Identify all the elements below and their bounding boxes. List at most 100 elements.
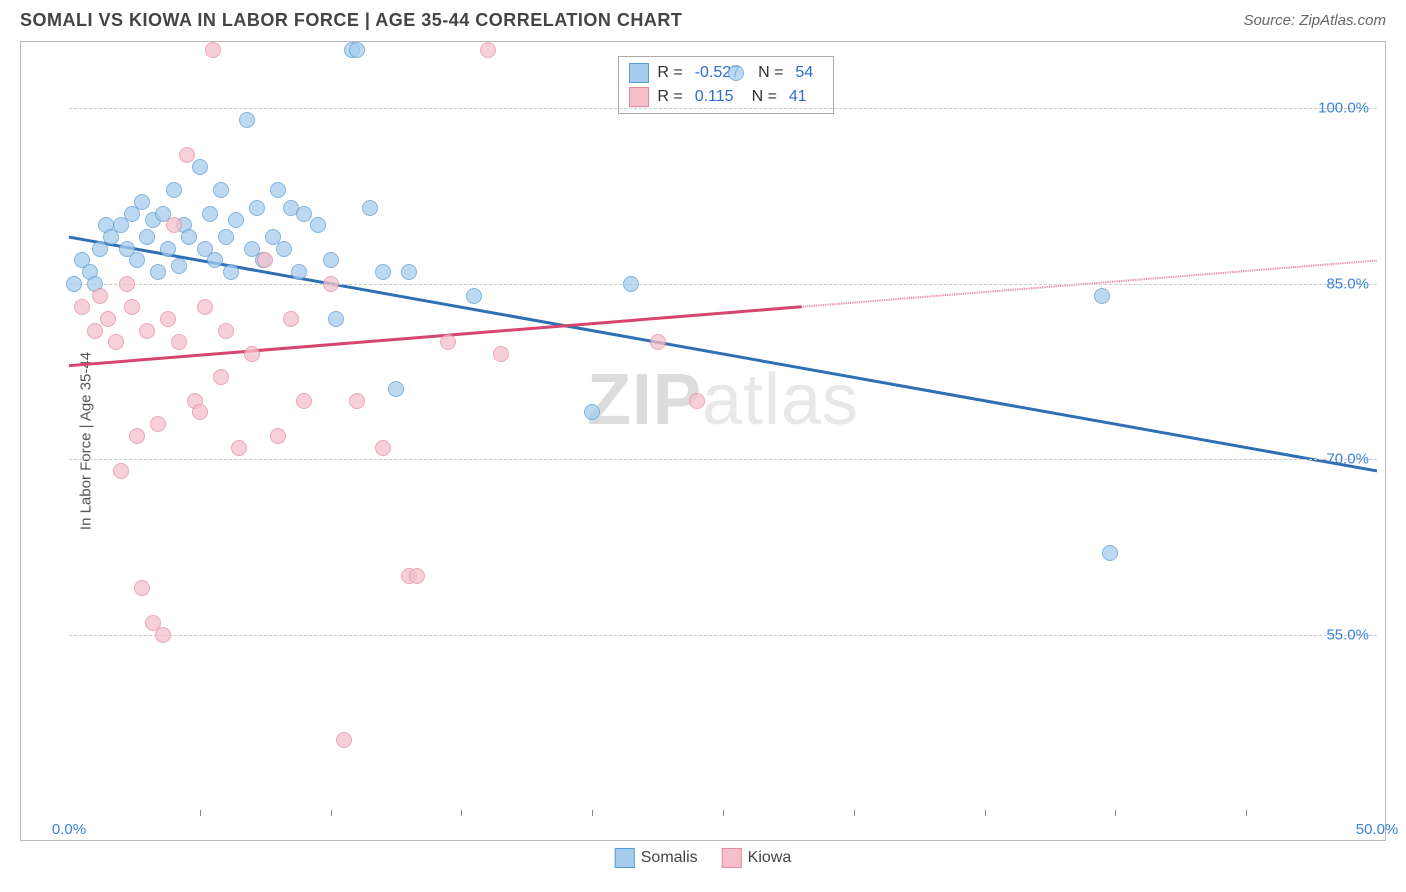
data-point (119, 276, 135, 292)
data-point (493, 346, 509, 362)
data-point (328, 311, 344, 327)
gridline (69, 635, 1377, 636)
data-point (650, 334, 666, 350)
data-point (323, 276, 339, 292)
gridline (69, 284, 1377, 285)
x-tick (723, 810, 724, 816)
data-point (270, 182, 286, 198)
data-point (160, 311, 176, 327)
data-point (349, 42, 365, 58)
r-value: 0.115 (691, 88, 744, 106)
data-point (66, 276, 82, 292)
data-point (160, 241, 176, 257)
legend-swatch (629, 63, 649, 83)
data-point (171, 258, 187, 274)
x-tick-label: 50.0% (1356, 821, 1399, 838)
data-point (92, 288, 108, 304)
legend-swatch (629, 87, 649, 107)
data-point (244, 346, 260, 362)
data-point (139, 229, 155, 245)
legend-series-item: Kiowa (722, 848, 792, 868)
data-point (179, 147, 195, 163)
data-point (1094, 288, 1110, 304)
data-point (150, 416, 166, 432)
data-point (134, 194, 150, 210)
x-tick (461, 810, 462, 816)
data-point (150, 264, 166, 280)
data-point (231, 440, 247, 456)
data-point (218, 323, 234, 339)
gridline (69, 459, 1377, 460)
y-tick-label: 100.0% (1312, 100, 1369, 117)
data-point (1102, 545, 1118, 561)
data-point (129, 428, 145, 444)
chart-title: SOMALI VS KIOWA IN LABOR FORCE | AGE 35-… (20, 10, 682, 31)
chart-header: SOMALI VS KIOWA IN LABOR FORCE | AGE 35-… (0, 0, 1406, 37)
data-point (223, 264, 239, 280)
x-tick (1246, 810, 1247, 816)
legend-correlation: R =-0.527N =54R =0.115N =41 (618, 56, 834, 114)
n-value: 54 (791, 64, 823, 82)
data-point (276, 241, 292, 257)
legend-swatch (615, 848, 635, 868)
chart-container: In Labor Force | Age 35-44 ZIPatlas R =-… (20, 41, 1386, 841)
legend-series-item: Somalis (615, 848, 698, 868)
data-point (480, 42, 496, 58)
data-point (166, 182, 182, 198)
data-point (100, 311, 116, 327)
trend-lines (69, 50, 1377, 810)
data-point (375, 440, 391, 456)
gridline (69, 108, 1377, 109)
data-point (228, 212, 244, 228)
data-point (349, 393, 365, 409)
data-point (108, 334, 124, 350)
data-point (291, 264, 307, 280)
legend-label: Kiowa (748, 849, 792, 867)
data-point (218, 229, 234, 245)
x-tick-label: 0.0% (52, 821, 86, 838)
r-label: R = (657, 64, 682, 82)
data-point (296, 206, 312, 222)
data-point (409, 568, 425, 584)
data-point (113, 463, 129, 479)
data-point (323, 252, 339, 268)
n-label: N = (752, 88, 777, 106)
data-point (249, 200, 265, 216)
r-label: R = (657, 88, 682, 106)
x-tick (854, 810, 855, 816)
data-point (336, 732, 352, 748)
x-tick (200, 810, 201, 816)
data-point (197, 299, 213, 315)
data-point (362, 200, 378, 216)
x-tick (592, 810, 593, 816)
data-point (239, 112, 255, 128)
data-point (270, 428, 286, 444)
legend-label: Somalis (641, 849, 698, 867)
data-point (155, 627, 171, 643)
data-point (689, 393, 705, 409)
data-point (283, 311, 299, 327)
data-point (375, 264, 391, 280)
data-point (205, 42, 221, 58)
data-point (584, 404, 600, 420)
data-point (134, 580, 150, 596)
data-point (181, 229, 197, 245)
data-point (192, 404, 208, 420)
data-point (213, 182, 229, 198)
data-point (124, 299, 140, 315)
data-point (401, 264, 417, 280)
y-tick-label: 85.0% (1320, 275, 1369, 292)
data-point (440, 334, 456, 350)
data-point (139, 323, 155, 339)
data-point (388, 381, 404, 397)
data-point (207, 252, 223, 268)
data-point (74, 299, 90, 315)
data-point (466, 288, 482, 304)
data-point (166, 217, 182, 233)
legend-corr-row: R = 0.115 N = 41 (629, 85, 823, 109)
data-point (202, 206, 218, 222)
x-tick (1115, 810, 1116, 816)
data-point (728, 65, 744, 81)
n-value: 41 (785, 88, 817, 106)
data-point (213, 369, 229, 385)
